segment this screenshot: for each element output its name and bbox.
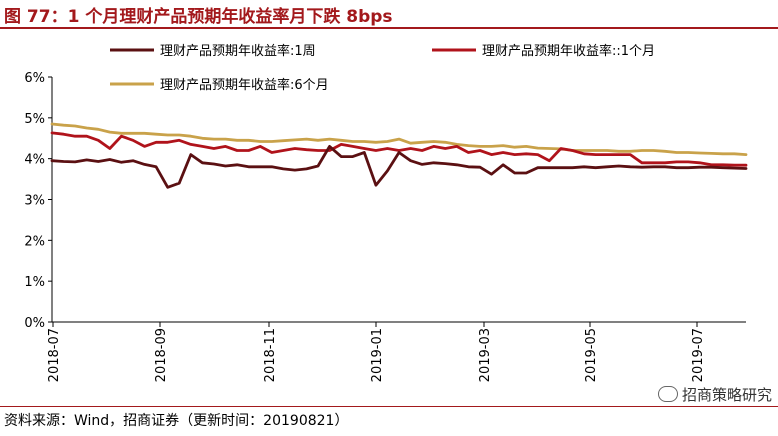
wechat-icon	[657, 386, 678, 402]
y-tick-label: 1%	[24, 275, 45, 290]
x-tick-label: 2019-07	[691, 328, 706, 382]
x-tick-label: 2018-07	[47, 328, 62, 382]
title-rule	[0, 27, 778, 29]
chart-axes: 0% 1% 2% 3% 4% 5% 6% 2018-07 2018-09 2018-11 2019-…	[24, 71, 746, 382]
legend-label-0: 理财产品预期年收益率:1周	[160, 43, 316, 59]
chart-legend: 理财产品预期年收益率:1周 理财产品预期年收益率::1个月理财产品预期年收益率:6…	[110, 43, 655, 93]
x-tick-label: 2019-01	[370, 328, 385, 382]
x-tick-label: 2019-05	[584, 328, 599, 382]
y-tick-label: 4%	[24, 153, 45, 168]
series-line-2	[50, 122, 748, 157]
y-tick-label: 2%	[24, 234, 45, 249]
legend-label-1: 理财产品预期年收益率::1个月	[482, 43, 655, 59]
line-chart: 0% 1% 2% 3% 4% 5% 6% 2018-07 2018-09 2018-11 2019-…	[24, 43, 748, 382]
x-tick-label: 2018-11	[263, 328, 278, 382]
legend-label-2: 理财产品预期年收益率:6个月	[160, 77, 329, 93]
y-tick-label: 3%	[24, 194, 45, 209]
series-layer	[50, 122, 748, 189]
watermark: 招商策略研究	[657, 384, 772, 405]
y-tick-label: 5%	[24, 112, 45, 127]
y-tick-label: 6%	[24, 71, 45, 86]
x-tick-label: 2019-03	[478, 328, 493, 382]
chart-title: 图 77：1 个月理财产品预期年收益率月下跌 8bps	[4, 7, 393, 27]
series-line-0	[50, 144, 748, 189]
footer-rule	[0, 406, 778, 407]
watermark-text: 招商策略研究	[681, 386, 772, 404]
series-line-1	[50, 131, 748, 167]
x-tick-label: 2018-09	[154, 328, 169, 382]
y-tick-label: 0%	[24, 316, 45, 331]
source-note: 资料来源：Wind，招商证券（更新时间：20190821）	[4, 413, 349, 429]
